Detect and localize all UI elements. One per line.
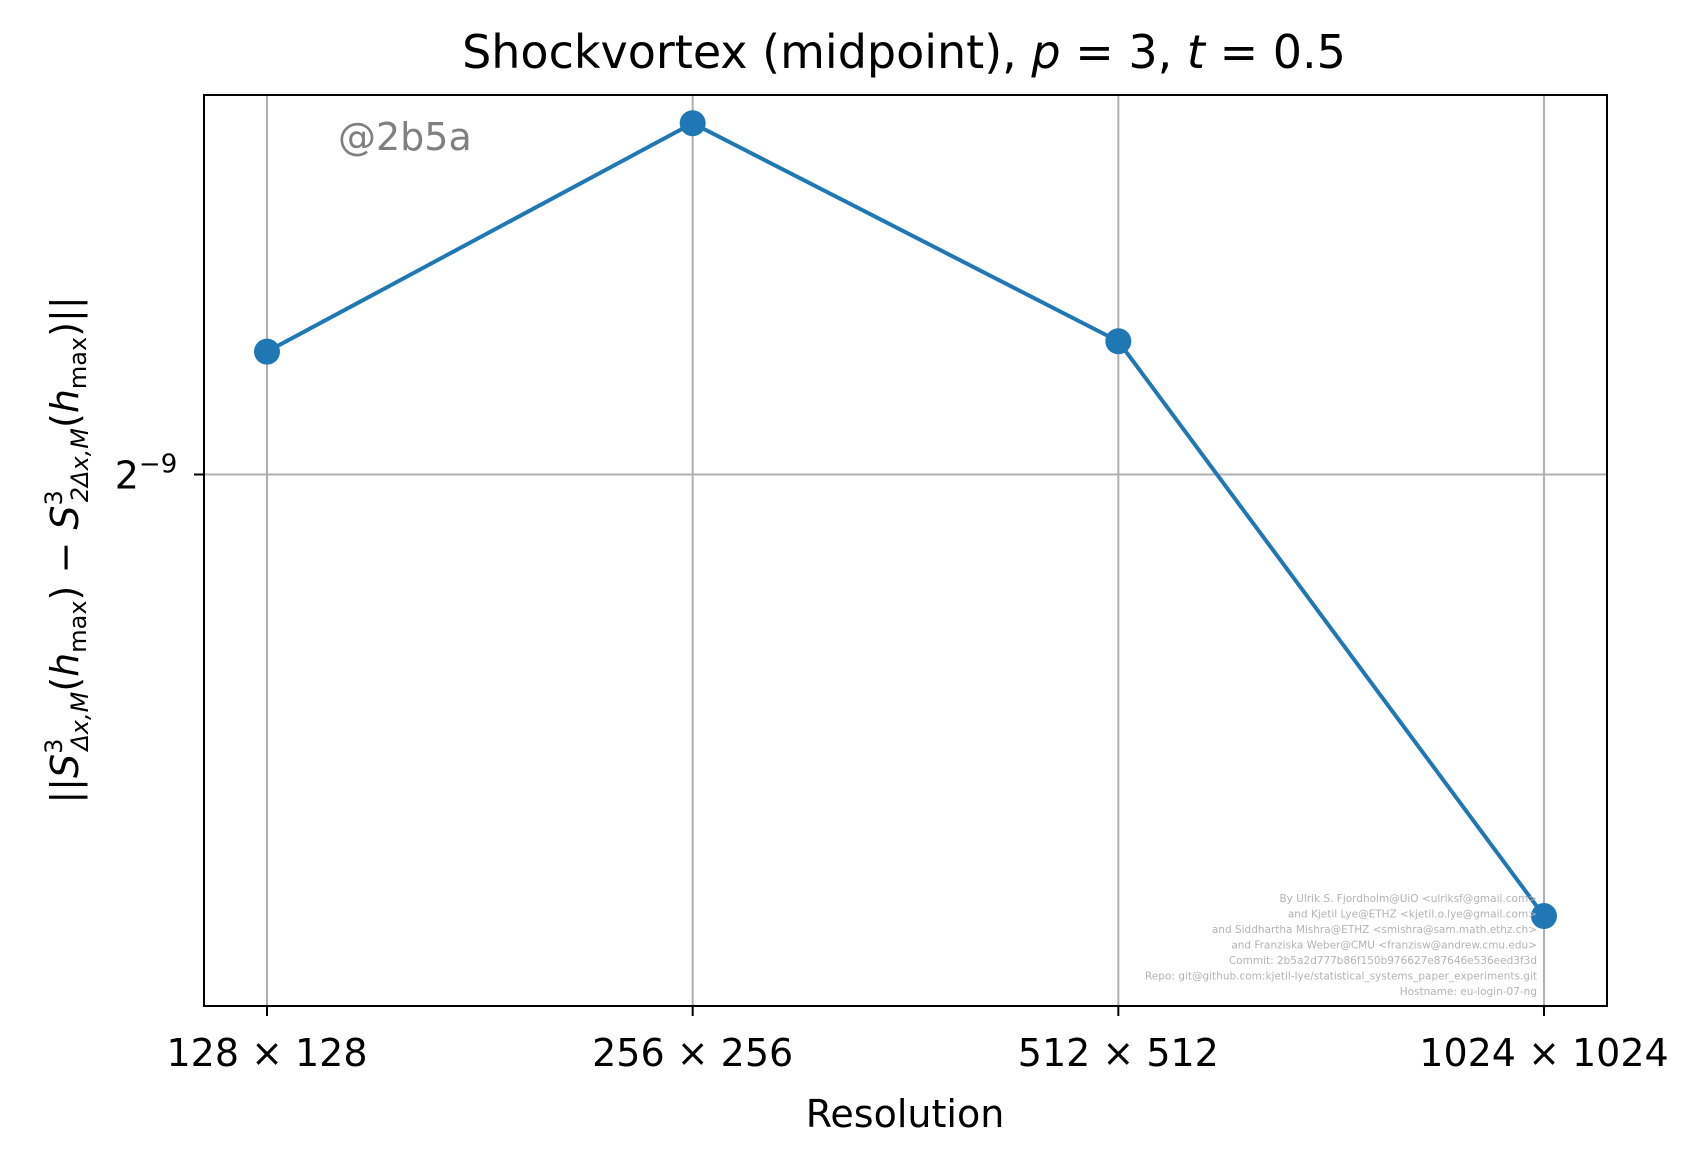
credit-line: and Siddhartha Mishra@ETHZ <smishra@sam.… xyxy=(1212,924,1537,936)
title-text: Shockvortex (midpoint), xyxy=(462,25,1031,79)
x-tick-label: 256 × 256 xyxy=(592,1031,793,1075)
credits-block: By Ulrik S. Fjordholm@UiO <ulriksf@gmail… xyxy=(1145,893,1537,998)
title-p-eq: = 3, xyxy=(1061,25,1187,79)
chart-title: Shockvortex (midpoint), p = 3, t = 0.5 xyxy=(462,25,1346,79)
credit-line: and Kjetil Lye@ETHZ <kjetil.o.lye@gmail.… xyxy=(1288,909,1537,921)
credit-line: Repo: git@github.com:kjetil-lye/statisti… xyxy=(1145,971,1537,983)
credit-line: and Franziska Weber@CMU <franzisw@andrew… xyxy=(1231,940,1537,952)
y-axis-label: ||S3Δx,M(hmax) − S32Δx,M(hmax)|| xyxy=(40,296,94,803)
plot-frame xyxy=(203,94,1608,1007)
title-t-eq: = 0.5 xyxy=(1205,25,1346,79)
credit-line: Commit: 2b5a2d777b86f150b976627e87646e53… xyxy=(1229,955,1537,967)
title-p: p xyxy=(1030,25,1060,79)
credit-line: By Ulrik S. Fjordholm@UiO <ulriksf@gmail… xyxy=(1279,893,1537,905)
series-path xyxy=(266,121,1546,918)
data-point xyxy=(1105,328,1132,355)
x-axis-label: Resolution xyxy=(806,1092,1005,1136)
data-point xyxy=(254,338,280,365)
x-axis-ticks: 128 × 128 256 × 256 512 × 512 1024 × 1024 xyxy=(166,1006,1669,1075)
data-point xyxy=(679,110,706,137)
commit-annotation: @2b5a xyxy=(338,115,472,159)
x-tick-label: 1024 × 1024 xyxy=(1419,1031,1668,1075)
data-point xyxy=(1531,903,1557,930)
y-tick-label: 2−9 xyxy=(115,449,178,497)
grid-lines xyxy=(204,95,1607,1006)
title-t: t xyxy=(1187,25,1207,79)
y-axis-ticks: 2−9 xyxy=(115,449,204,497)
x-tick-label: 128 × 128 xyxy=(166,1031,367,1075)
x-tick-label: 512 × 512 xyxy=(1018,1031,1219,1075)
credit-line: Hostname: eu-login-07-ng xyxy=(1400,986,1537,998)
series-line xyxy=(254,110,1557,930)
